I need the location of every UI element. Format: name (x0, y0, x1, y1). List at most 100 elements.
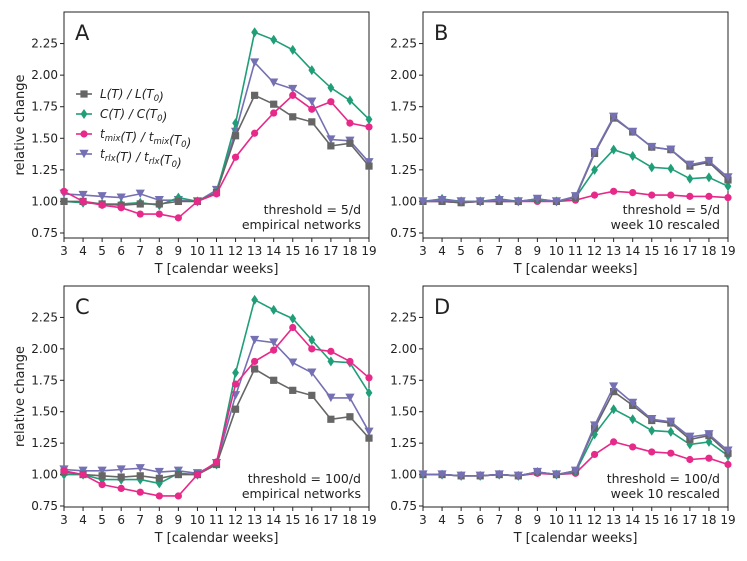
x-tick-label: 14 (266, 513, 281, 527)
data-point (155, 200, 163, 208)
data-point (155, 210, 163, 218)
x-tick-label: 16 (304, 513, 319, 527)
data-point (212, 190, 221, 198)
x-tick-label: 12 (228, 513, 243, 527)
data-point (704, 430, 714, 439)
x-tick-label: 8 (155, 244, 163, 258)
legend-label: C(T) / C(T0) (100, 107, 167, 124)
x-tick-label: 12 (228, 244, 243, 258)
y-tick-label: 1.25 (31, 436, 58, 450)
x-tick-label: 13 (247, 244, 262, 258)
data-point (289, 91, 297, 99)
data-point (609, 382, 619, 391)
series-trlx (418, 112, 733, 206)
data-point (437, 195, 447, 205)
data-point (327, 82, 335, 93)
data-point (327, 415, 335, 423)
x-tick-label: 12 (587, 513, 602, 527)
x-tick-label: 14 (266, 244, 281, 258)
x-axis-label: T [calendar weeks] (154, 262, 279, 277)
x-tick-label: 9 (175, 513, 183, 527)
data-point (686, 192, 694, 200)
data-point (705, 192, 713, 200)
x-tick-label: 8 (514, 513, 522, 527)
x-tick-label: 16 (663, 513, 678, 527)
y-tick-label: 2.00 (390, 68, 417, 82)
data-point (231, 405, 240, 413)
data-point (251, 357, 259, 366)
series-line (422, 115, 729, 203)
data-point (60, 197, 68, 206)
data-point (308, 345, 316, 353)
data-point (270, 304, 278, 315)
x-tick-label: 8 (155, 513, 163, 527)
data-point (327, 98, 335, 106)
panel-annotation: threshold = 100/d (607, 471, 720, 486)
x-tick-label: 15 (285, 513, 300, 527)
data-point (456, 197, 466, 206)
data-point (590, 450, 599, 459)
data-point (589, 147, 600, 157)
data-point (705, 172, 713, 183)
data-point (513, 197, 523, 206)
y-tick-label: 1.00 (31, 468, 58, 482)
series-line (423, 116, 729, 204)
data-point (288, 358, 298, 367)
legend: L(T) / L(T0) C(T) / C(T0) tmix(T) / tmix(T… (76, 87, 191, 170)
data-point (418, 197, 428, 206)
data-point (365, 162, 373, 170)
series-line (423, 408, 729, 477)
data-point (551, 470, 562, 479)
data-point (232, 367, 239, 378)
data-point (308, 118, 316, 126)
data-point (667, 426, 675, 437)
x-tick-label: 13 (606, 513, 621, 527)
x-tick-label: 14 (625, 244, 640, 258)
data-point (307, 368, 317, 377)
x-tick-label: 19 (720, 513, 735, 527)
series-line (423, 385, 729, 477)
data-point (231, 380, 240, 388)
data-point (666, 145, 676, 154)
x-tick-label: 7 (136, 513, 144, 527)
data-point (418, 470, 428, 479)
data-point (648, 162, 656, 173)
x-tick-label: 18 (342, 513, 357, 527)
y-tick-label: 1.75 (31, 373, 58, 387)
x-tick-label: 12 (587, 244, 602, 258)
data-point (193, 470, 202, 479)
data-point (346, 119, 354, 127)
data-point (364, 427, 374, 437)
y-tick-label: 2.00 (31, 68, 58, 82)
y-tick-label: 2.00 (390, 342, 417, 356)
data-point (117, 204, 125, 212)
x-tick-label: 4 (79, 244, 87, 258)
y-tick-label: 0.75 (31, 499, 58, 513)
data-point (456, 471, 466, 481)
data-point (724, 460, 732, 469)
data-point (610, 144, 618, 155)
data-point (610, 388, 618, 396)
data-point (513, 471, 523, 481)
x-tick-label: 10 (549, 244, 564, 258)
x-tick-label: 4 (438, 513, 446, 527)
data-point (136, 488, 144, 496)
y-tick-label: 0.75 (390, 499, 417, 513)
data-point (326, 135, 336, 144)
x-tick-label: 10 (190, 244, 205, 258)
data-point (270, 34, 278, 45)
data-point (647, 142, 657, 152)
series-line (64, 298, 370, 485)
data-point (532, 467, 542, 477)
data-point (346, 95, 354, 106)
legend-marker (80, 109, 88, 119)
data-point (174, 470, 182, 479)
y-tick-label: 1.00 (390, 194, 417, 208)
data-point (346, 139, 354, 147)
y-tick-label: 2.00 (31, 342, 58, 356)
data-point (589, 421, 600, 430)
data-point (365, 374, 373, 382)
data-point (116, 465, 126, 474)
data-point (724, 181, 732, 192)
x-tick-label: 7 (136, 244, 144, 258)
